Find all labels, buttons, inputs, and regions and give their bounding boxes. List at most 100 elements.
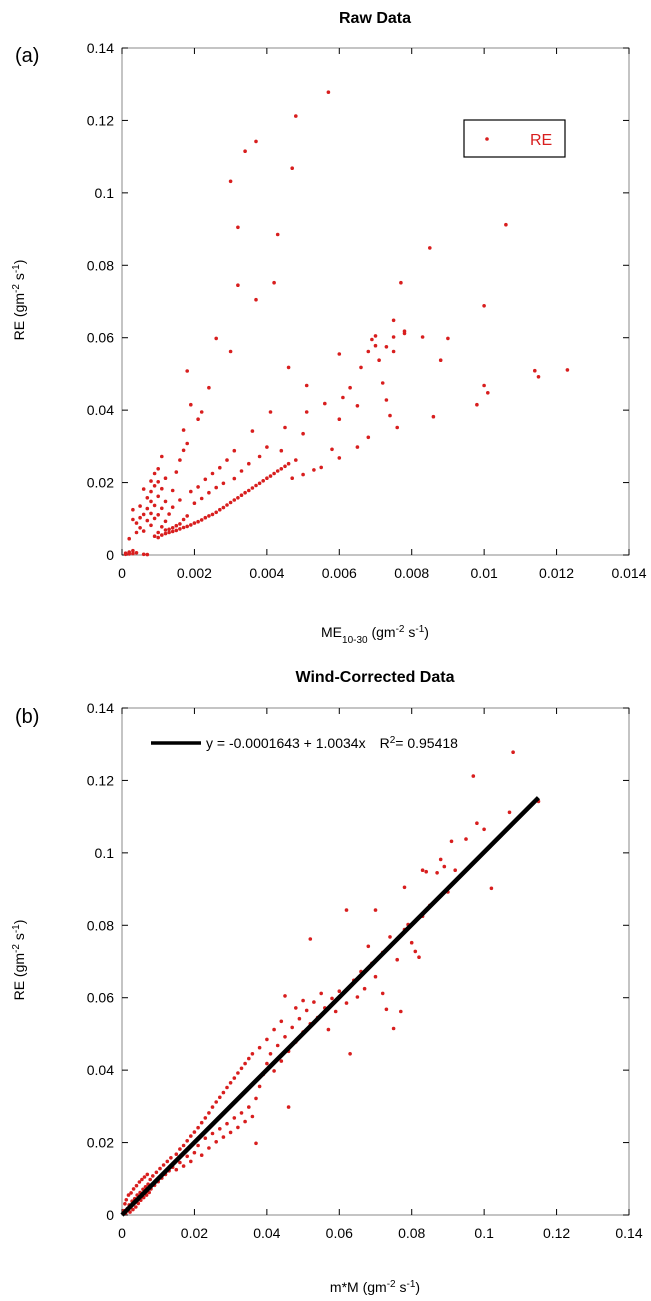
data-point (138, 504, 142, 508)
data-point (192, 521, 197, 525)
y-tick-label: 0.08 (87, 917, 114, 933)
data-point (203, 1116, 208, 1120)
data-point (290, 1025, 295, 1030)
data-point (149, 511, 153, 516)
data-point (232, 448, 237, 453)
x-tick-label: 0 (118, 1225, 126, 1241)
data-point (134, 1205, 138, 1209)
data-point (275, 1043, 280, 1048)
data-point (283, 464, 287, 469)
data-point (214, 1100, 218, 1104)
data-point (275, 469, 280, 473)
data-point (330, 996, 334, 1001)
y-axis-label-sup1: -2 (11, 944, 22, 953)
data-point (232, 498, 237, 502)
y-tick-label: 0.08 (87, 257, 114, 273)
r2-superscript: 2 (390, 735, 396, 746)
data-point (185, 1139, 189, 1143)
x-axis-label-sup1: -2 (387, 1279, 396, 1290)
data-point (475, 402, 479, 407)
x-axis-label-mid: s (396, 1279, 407, 1295)
y-tick-label: 0.02 (87, 475, 114, 491)
x-tick-label: 0.012 (539, 565, 574, 581)
data-point (192, 1150, 197, 1155)
x-tick-label: 0.002 (177, 565, 212, 581)
y-axis-label-sup1: -2 (11, 284, 22, 293)
data-point (301, 431, 305, 436)
data-point (268, 474, 273, 478)
tick-marks (121, 707, 630, 1216)
data-point (337, 989, 342, 993)
y-axis-label: RE (gm-2 s-1) (11, 920, 28, 1001)
data-point (511, 750, 515, 754)
data-point (140, 1177, 144, 1182)
data-point (236, 1071, 240, 1075)
data-point (373, 908, 378, 912)
data-point (161, 1163, 166, 1167)
data-point (243, 490, 247, 495)
panel-label: (b) (15, 706, 39, 728)
data-point (221, 1135, 226, 1139)
data-point (265, 1061, 269, 1066)
data-point (214, 336, 218, 341)
x-tick-label: 0.04 (253, 1225, 280, 1241)
data-point (319, 991, 324, 996)
legend-marker (485, 137, 489, 141)
data-point (286, 461, 291, 466)
data-point (319, 465, 324, 470)
data-point (218, 465, 222, 470)
data-point (181, 448, 186, 453)
data-point (167, 527, 171, 532)
data-point (160, 454, 164, 459)
y-axis-label-main: RE (11, 981, 27, 1000)
data-point (141, 529, 146, 533)
data-point (185, 514, 189, 518)
data-point (181, 1164, 186, 1168)
x-tick-label: 0.12 (543, 1225, 570, 1241)
data-point (225, 1121, 229, 1126)
chart-title: Raw Data (339, 10, 411, 27)
y-tick-label: 0.1 (95, 185, 115, 201)
data-point (279, 467, 284, 471)
data-point (221, 1090, 226, 1095)
data-point (142, 1175, 147, 1179)
data-point (344, 1001, 349, 1005)
data-point (185, 369, 189, 373)
data-point (286, 1105, 291, 1109)
data-point (207, 1111, 211, 1115)
data-point (323, 401, 327, 406)
x-tick-label: 0.008 (394, 565, 429, 581)
data-point (163, 499, 168, 504)
data-point (138, 515, 142, 520)
legend-entry: RE (530, 132, 552, 149)
data-point (482, 304, 486, 308)
data-point (131, 548, 135, 553)
data-point (163, 519, 168, 524)
data-point (359, 365, 363, 370)
data-point (402, 885, 407, 890)
data-point (265, 476, 269, 481)
data-point (228, 1081, 233, 1085)
data-point (355, 995, 360, 999)
data-point (228, 1130, 233, 1135)
data-point (243, 1119, 247, 1124)
data-point (504, 222, 508, 227)
data-point (189, 523, 193, 527)
data-point (185, 441, 189, 446)
data-point (279, 448, 284, 453)
data-point (165, 1159, 170, 1164)
data-point (261, 479, 266, 483)
data-point (272, 280, 276, 285)
data-point (225, 458, 229, 462)
data-point (156, 535, 160, 540)
data-point (377, 358, 381, 363)
data-point (265, 445, 269, 449)
data-point (178, 1147, 182, 1151)
data-point (279, 1019, 284, 1024)
data-point (149, 479, 153, 483)
data-point (196, 417, 200, 422)
data-point (453, 868, 458, 872)
data-point (134, 1183, 139, 1188)
data-point (178, 1160, 182, 1165)
data-point (141, 552, 146, 557)
